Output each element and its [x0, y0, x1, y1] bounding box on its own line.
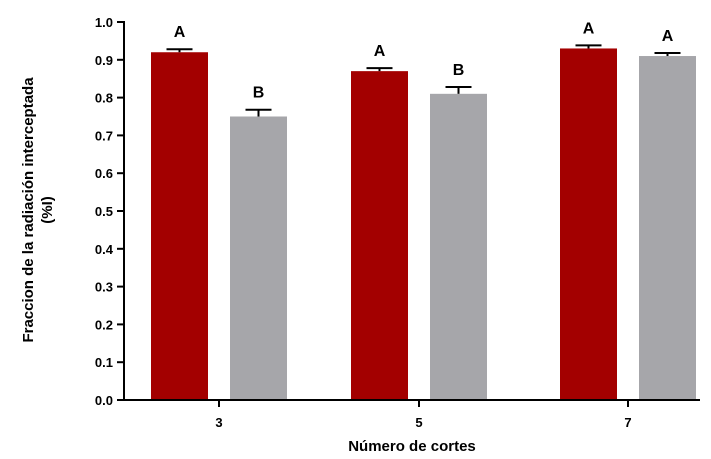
significance-letter: A: [662, 28, 674, 45]
y-tick-label: 0.7: [95, 128, 113, 143]
y-tick-label: 0.6: [95, 166, 113, 181]
significance-letter: A: [374, 43, 386, 60]
y-tick-label: 0.8: [95, 91, 113, 106]
bar: [639, 56, 696, 401]
y-tick-label: 0.5: [95, 204, 113, 219]
y-tick-label: 0.4: [95, 242, 114, 257]
significance-letter: B: [253, 85, 265, 102]
x-axis-ticks: 3 5 7: [215, 400, 632, 430]
y-axis-label-unit: (%I): [39, 196, 56, 224]
x-axis-label: Número de cortes: [348, 438, 476, 455]
y-tick-label: 1.0: [95, 15, 113, 30]
x-tick-label: 3: [215, 415, 222, 430]
y-tick-label: 0.2: [95, 317, 113, 332]
bar: [351, 71, 408, 400]
bar: [230, 116, 287, 400]
bar: [151, 52, 208, 401]
significance-letter: A: [174, 24, 186, 41]
y-axis-ticks: 0.0 0.1 0.2 0.3 0.4 0.5 0.6 0.7 0.8 0.9 1.0: [95, 15, 124, 408]
y-tick-label: 0.9: [95, 53, 113, 68]
x-tick-label: 5: [415, 415, 422, 430]
x-tick-label: 7: [624, 415, 631, 430]
y-axis-label: Fraccion de la radiación interceptada: [20, 77, 37, 343]
bar: [560, 48, 617, 401]
bars: A B A B A A: [151, 20, 696, 401]
bar: [430, 93, 487, 400]
y-tick-label: 0.0: [95, 393, 113, 408]
y-tick-label: 0.1: [95, 355, 113, 370]
y-tick-label: 0.3: [95, 280, 113, 295]
significance-letter: A: [583, 20, 595, 37]
significance-letter: B: [453, 62, 465, 79]
